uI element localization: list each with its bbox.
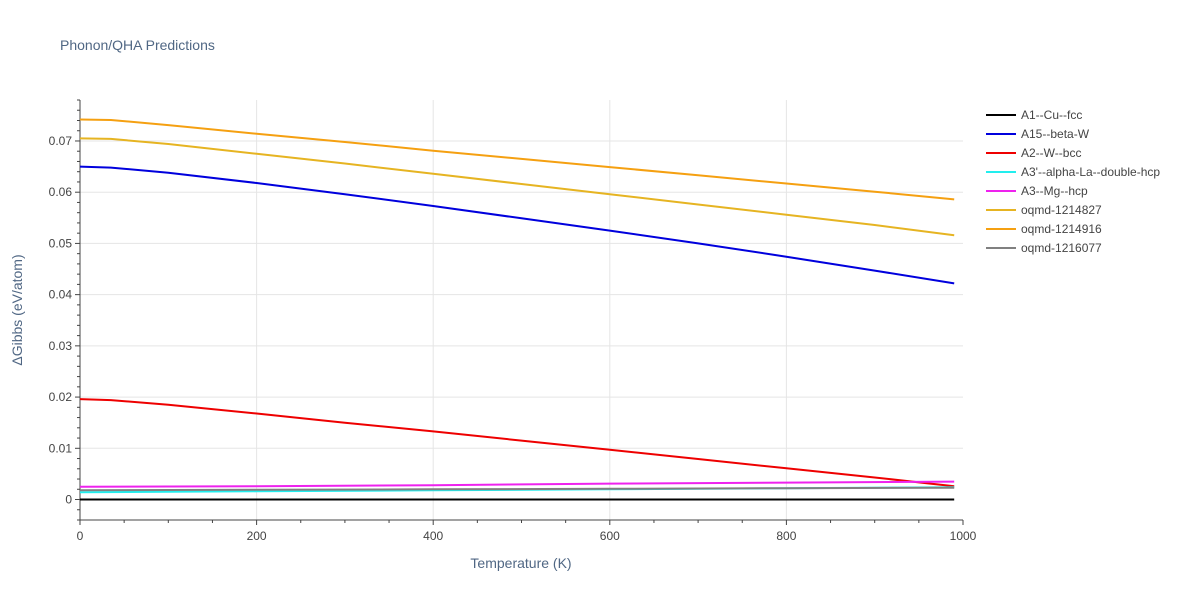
legend-item[interactable]: A1--Cu--fcc (986, 108, 1082, 122)
series-line-4 (79, 480, 955, 488)
chart-title: Phonon/QHA Predictions (60, 37, 215, 53)
legend-label: oqmd-1214827 (1021, 203, 1102, 217)
series-line-2 (79, 398, 955, 488)
x-tick-label: 0 (77, 529, 84, 543)
series-line-5 (79, 137, 955, 237)
legend-label: A3--Mg--hcp (1021, 184, 1088, 198)
legend-item[interactable]: A15--beta-W (986, 127, 1090, 141)
legend-label: oqmd-1216077 (1021, 241, 1102, 255)
legend-item[interactable]: oqmd-1216077 (986, 241, 1102, 255)
x-tick-label: 200 (247, 529, 267, 543)
y-axis-title: ΔGibbs (eV/atom) (9, 254, 25, 365)
legend-item[interactable]: A3'--alpha-La--double-hcp (986, 165, 1160, 179)
series-line-6 (79, 118, 955, 201)
y-tick-label: 0.05 (49, 236, 73, 250)
y-axis-ticks: 0 0.01 0.02 0.03 0.04 0.05 0.06 0.07 (49, 134, 73, 507)
legend-item[interactable]: oqmd-1214916 (986, 222, 1102, 236)
legend[interactable]: A1--Cu--fcc A15--beta-W A2--W--bcc A3'--alp… (986, 108, 1160, 255)
series-line-7 (79, 486, 955, 492)
legend-label: A1--Cu--fcc (1021, 108, 1082, 122)
x-tick-label: 1000 (950, 529, 977, 543)
y-tick-label: 0.06 (49, 185, 73, 199)
x-axis-ticks: 0 200 400 600 800 1000 (77, 529, 977, 543)
y-tick-label: 0.04 (49, 288, 73, 302)
y-tick-label: 0.01 (49, 441, 73, 455)
x-tick-label: 800 (776, 529, 796, 543)
series-line-1 (79, 165, 955, 285)
legend-label: oqmd-1214916 (1021, 222, 1102, 236)
x-tick-label: 600 (600, 529, 620, 543)
axes-layer (75, 99, 964, 525)
legend-item[interactable]: oqmd-1214827 (986, 203, 1102, 217)
y-tick-label: 0.03 (49, 339, 73, 353)
legend-item[interactable]: A3--Mg--hcp (986, 184, 1088, 198)
x-tick-label: 400 (423, 529, 443, 543)
grid-layer (80, 100, 963, 520)
y-tick-label: 0 (65, 493, 72, 507)
x-axis-title: Temperature (K) (470, 555, 571, 571)
y-tick-label: 0.07 (49, 134, 73, 148)
legend-label: A2--W--bcc (1021, 146, 1081, 160)
y-tick-label: 0.02 (49, 390, 73, 404)
series-layer (79, 118, 955, 501)
legend-item[interactable]: A2--W--bcc (986, 146, 1081, 160)
legend-label: A15--beta-W (1021, 127, 1090, 141)
legend-label: A3'--alpha-La--double-hcp (1021, 165, 1160, 179)
